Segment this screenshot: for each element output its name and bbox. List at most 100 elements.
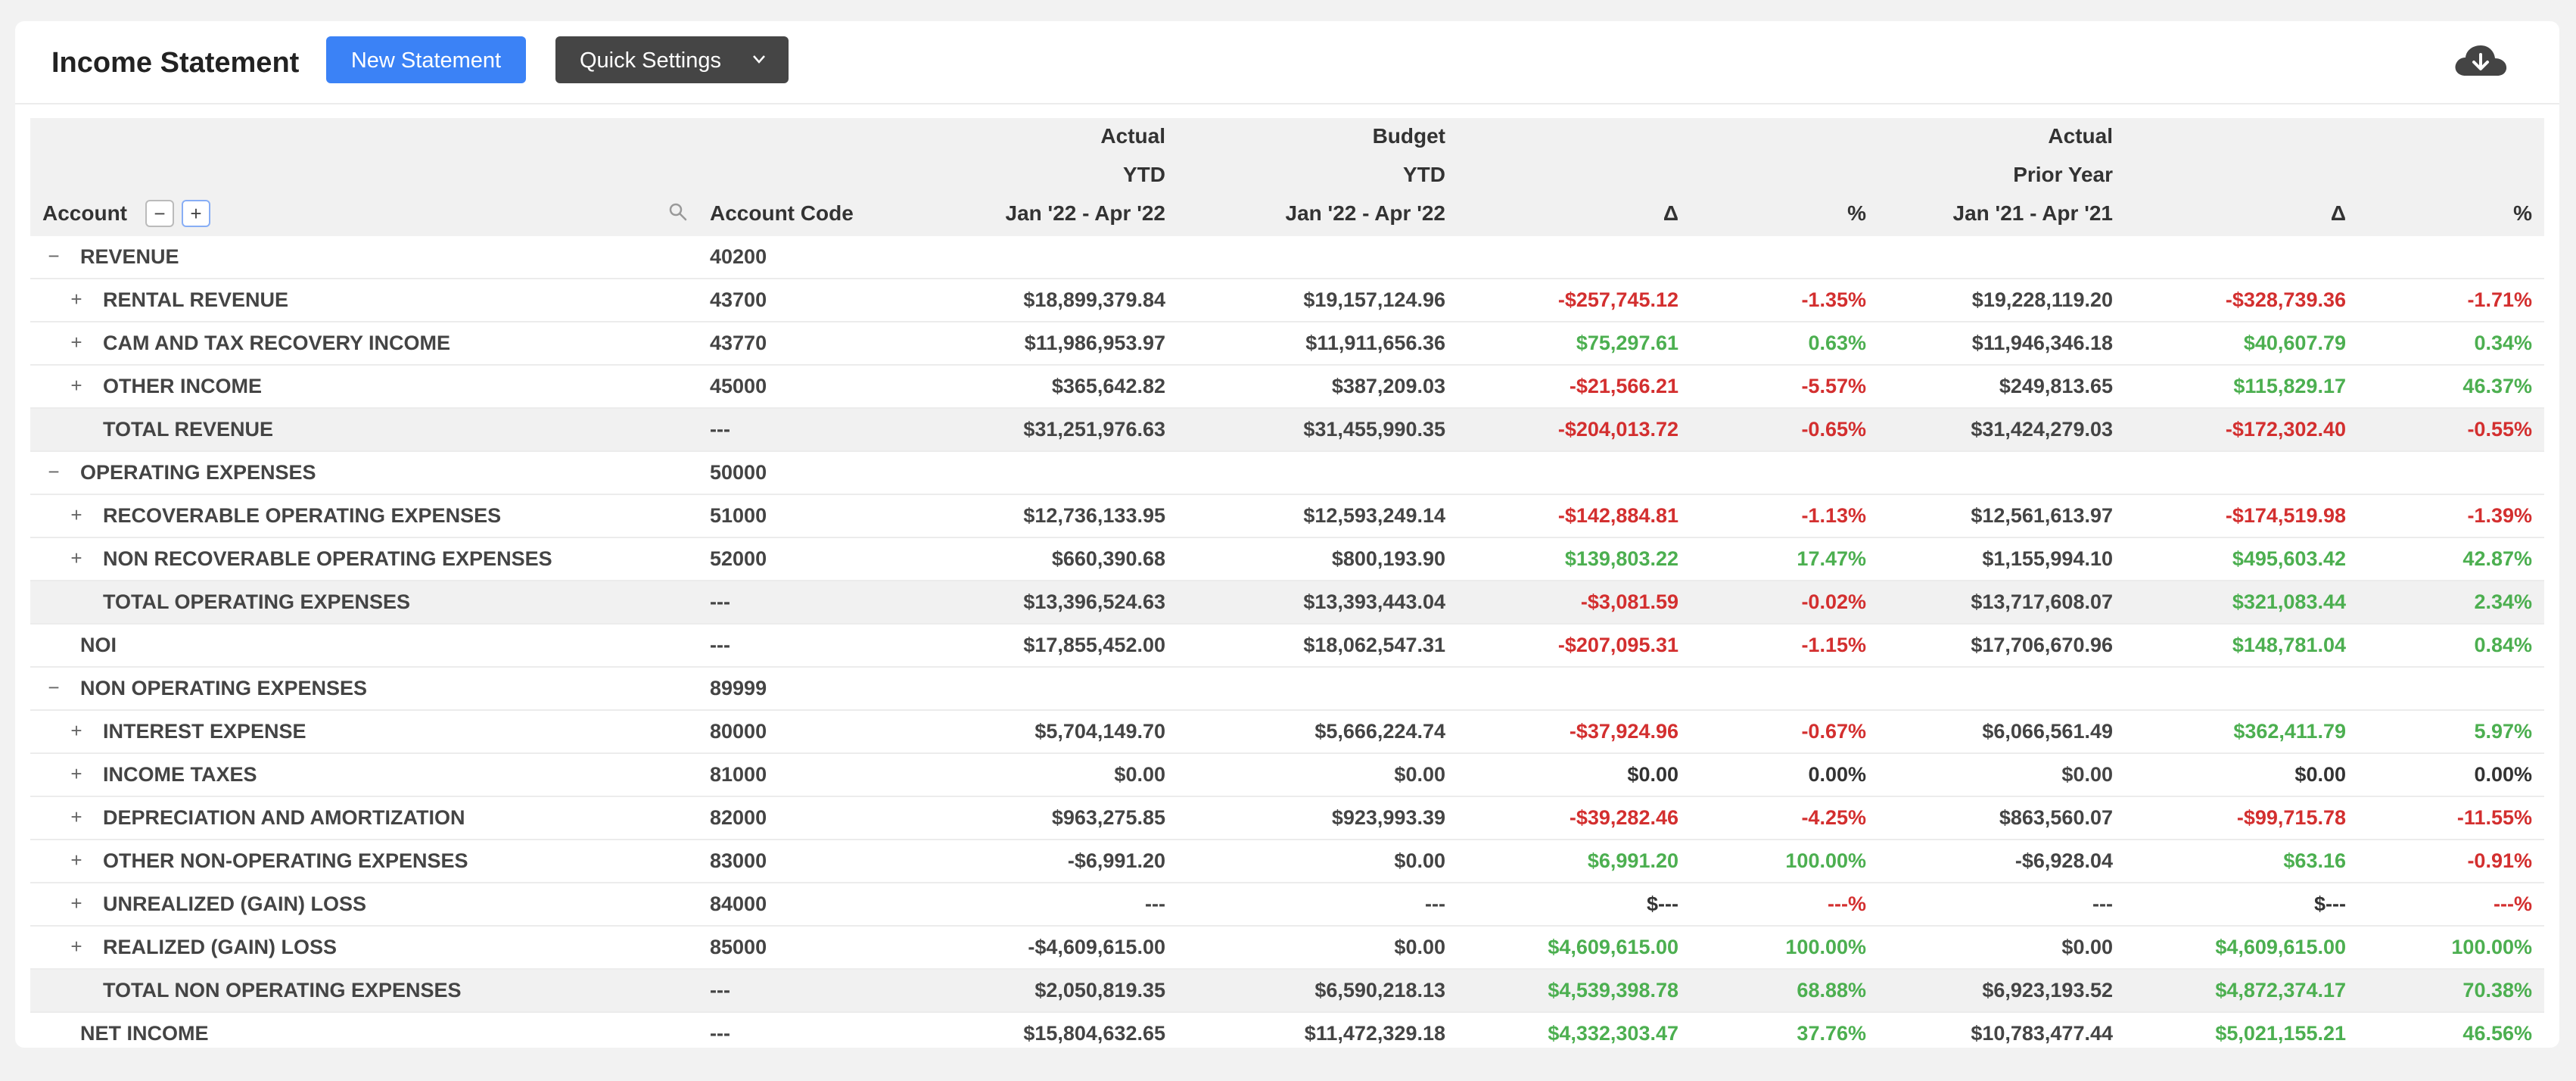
- quick-settings-dropdown[interactable]: Quick Settings: [555, 36, 789, 83]
- expand-row-icon[interactable]: +: [70, 331, 82, 354]
- account-name: TOTAL REVENUE: [103, 418, 274, 441]
- cell-actual: $365,642.82: [1051, 375, 1165, 397]
- cloud-download-icon[interactable]: [2450, 38, 2511, 85]
- cell-budget: $5,666,224.74: [1314, 720, 1445, 743]
- statement-table: Account − + Account Code Actual YTD Jan …: [30, 118, 2544, 1048]
- table-row[interactable]: + INCOME TAXES 81000 $0.00 $0.00 $0.00 0.00% $0…: [30, 754, 2544, 797]
- cell-d2: $4,609,615.00: [2215, 936, 2346, 958]
- expand-row-icon[interactable]: +: [70, 547, 82, 569]
- cell-prior: $1,155,994.10: [1982, 547, 2113, 570]
- expand-row-icon[interactable]: +: [70, 805, 82, 828]
- cell-d2: -$172,302.40: [2225, 418, 2346, 441]
- toolbar: Income Statement New Statement Quick Set…: [15, 21, 2559, 104]
- cell-budget: $0.00: [1394, 936, 1445, 958]
- account-code: 80000: [710, 720, 767, 743]
- cell-p2: 70.38%: [2462, 979, 2532, 1002]
- cell-d2: $115,829.17: [2233, 375, 2346, 397]
- table-row[interactable]: − NON OPERATING EXPENSES 89999: [30, 668, 2544, 711]
- table-row: NET INCOME --- $15,804,632.65 $11,472,329.1…: [30, 1013, 2544, 1048]
- account-name: OTHER INCOME: [103, 375, 263, 397]
- collapse-row-icon[interactable]: −: [48, 460, 60, 483]
- new-statement-button[interactable]: New Statement: [326, 36, 526, 83]
- cell-p2: 5.97%: [2474, 720, 2532, 743]
- table-total-row: TOTAL REVENUE --- $31,251,976.63 $31,455,99…: [30, 409, 2544, 452]
- cell-p1: -4.25%: [1801, 806, 1866, 829]
- cell-actual: $18,899,379.84: [1023, 288, 1165, 311]
- table-row[interactable]: − OPERATING EXPENSES 50000: [30, 452, 2544, 495]
- chevron-down-icon: [752, 36, 766, 101]
- cell-d1: $4,539,398.78: [1548, 979, 1678, 1002]
- cell-p2: 0.00%: [2474, 763, 2532, 786]
- column-header-budget-range: Jan '22 - Apr '22: [1285, 201, 1445, 225]
- account-code: 43770: [710, 332, 767, 354]
- cell-p1: ---%: [1828, 893, 1866, 915]
- cell-actual: $17,855,452.00: [1023, 634, 1165, 656]
- cell-d1: -$39,282.46: [1569, 806, 1678, 829]
- collapse-row-icon[interactable]: −: [48, 245, 60, 267]
- expand-row-icon[interactable]: +: [70, 892, 82, 914]
- cell-d1: $4,609,615.00: [1548, 936, 1678, 958]
- table-row[interactable]: + CAM AND TAX RECOVERY INCOME 43770 $11,986…: [30, 322, 2544, 366]
- table-total-row: TOTAL OPERATING EXPENSES --- $13,396,524.6…: [30, 581, 2544, 625]
- table-row[interactable]: + NON RECOVERABLE OPERATING EXPENSES 52000…: [30, 538, 2544, 581]
- table-row[interactable]: + INTEREST EXPENSE 80000 $5,704,149.70 $5,66…: [30, 711, 2544, 754]
- expand-row-icon[interactable]: +: [70, 288, 82, 310]
- cell-prior: $17,706,670.96: [1971, 634, 2113, 656]
- quick-settings-label: Quick Settings: [580, 48, 721, 73]
- table-row[interactable]: + RENTAL REVENUE 43700 $18,899,379.84 $19,15…: [30, 279, 2544, 322]
- cell-d2: $5,021,155.21: [2215, 1022, 2346, 1045]
- cell-d2: $321,083.44: [2232, 590, 2346, 613]
- table-row[interactable]: + DEPRECIATION AND AMORTIZATION 82000 $963,…: [30, 797, 2544, 840]
- cell-actual: $13,396,524.63: [1023, 590, 1165, 613]
- account-name: OPERATING EXPENSES: [80, 461, 316, 484]
- cell-p1: -0.02%: [1801, 590, 1866, 613]
- cell-p2: -0.91%: [2467, 849, 2532, 872]
- expand-row-icon[interactable]: +: [70, 935, 82, 958]
- table-row: NOI --- $17,855,452.00 $18,062,547.31 -$207,…: [30, 625, 2544, 668]
- cell-d1: $139,803.22: [1564, 547, 1678, 570]
- cell-prior: $249,813.65: [1999, 375, 2113, 397]
- expand-row-icon[interactable]: +: [70, 762, 82, 785]
- collapse-all-button[interactable]: −: [145, 200, 174, 227]
- cell-actual: $12,736,133.95: [1023, 504, 1165, 527]
- account-code: 81000: [710, 763, 767, 786]
- cell-d1: -$21,566.21: [1569, 375, 1678, 397]
- account-name: REVENUE: [80, 245, 179, 268]
- table-total-row: TOTAL NON OPERATING EXPENSES --- $2,050,81…: [30, 970, 2544, 1013]
- expand-row-icon[interactable]: +: [70, 849, 82, 871]
- table-row[interactable]: + OTHER NON-OPERATING EXPENSES 83000 -$6,99…: [30, 840, 2544, 883]
- collapse-row-icon[interactable]: −: [48, 676, 60, 699]
- cell-budget: $11,472,329.18: [1304, 1022, 1445, 1045]
- expand-row-icon[interactable]: +: [70, 719, 82, 742]
- cell-d2: -$328,739.36: [2225, 288, 2346, 311]
- cell-actual: $11,986,953.97: [1024, 332, 1165, 354]
- cell-p1: 17.47%: [1797, 547, 1866, 570]
- expand-row-icon[interactable]: +: [70, 503, 82, 526]
- account-name: RECOVERABLE OPERATING EXPENSES: [103, 504, 502, 527]
- account-name: DEPRECIATION AND AMORTIZATION: [103, 806, 465, 829]
- cell-d1: -$142,884.81: [1557, 504, 1678, 527]
- cell-d1: -$37,924.96: [1569, 720, 1678, 743]
- table-row[interactable]: + REALIZED (GAIN) LOSS 85000 -$4,609,615.00…: [30, 927, 2544, 970]
- search-icon[interactable]: [667, 201, 689, 223]
- cell-d1: $---: [1647, 893, 1678, 915]
- account-code: 52000: [710, 547, 767, 570]
- expand-all-button[interactable]: +: [182, 200, 210, 227]
- cell-d2: $4,872,374.17: [2215, 979, 2346, 1002]
- table-row[interactable]: + UNREALIZED (GAIN) LOSS 84000 --- --- $--- --…: [30, 883, 2544, 927]
- cell-p2: 46.56%: [2462, 1022, 2532, 1045]
- cell-prior: $31,424,279.03: [1971, 418, 2113, 441]
- column-header-budget-group: Budget: [1372, 124, 1445, 148]
- table-row[interactable]: − REVENUE 40200: [30, 236, 2544, 279]
- cell-p1: 37.76%: [1797, 1022, 1866, 1045]
- cell-d2: -$174,519.98: [2225, 504, 2346, 527]
- account-code: 85000: [710, 936, 767, 958]
- table-row[interactable]: + OTHER INCOME 45000 $365,642.82 $387,209.03…: [30, 366, 2544, 409]
- cell-p2: ---%: [2494, 893, 2532, 915]
- cell-p2: -11.55%: [2456, 806, 2532, 829]
- expand-row-icon[interactable]: +: [70, 374, 82, 397]
- cell-d2: $495,603.42: [2232, 547, 2346, 570]
- account-code: ---: [710, 418, 730, 441]
- account-code: 83000: [710, 849, 767, 872]
- table-row[interactable]: + RECOVERABLE OPERATING EXPENSES 51000 $12,…: [30, 495, 2544, 538]
